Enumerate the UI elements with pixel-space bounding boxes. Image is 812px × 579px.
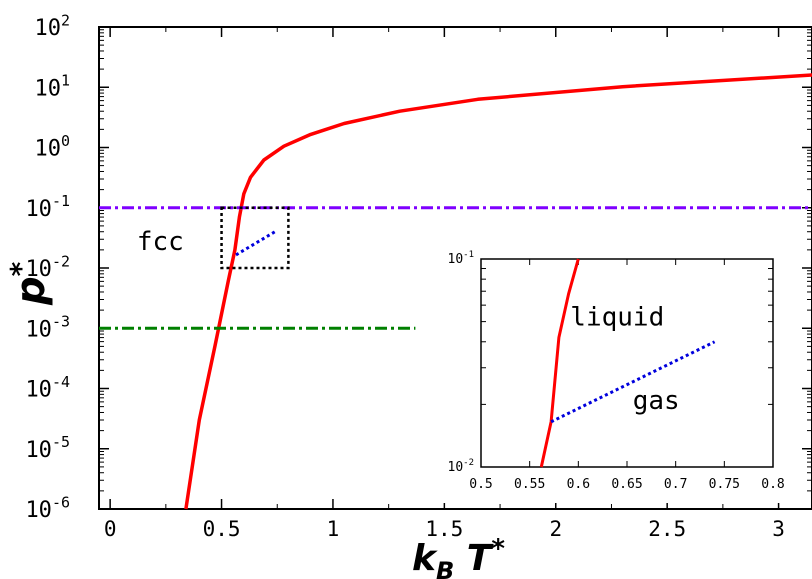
y-tick-label-base: 10: [25, 498, 52, 523]
inset-annotation-gas: gas: [633, 386, 680, 416]
y-tick-label-exponent: 2: [61, 11, 70, 29]
inset-annotation-liquid: liquid: [570, 302, 664, 332]
x-tick-label: 3: [772, 517, 785, 541]
y-axis-label-main: p: [8, 276, 54, 306]
y-tick-label-base: 10: [34, 16, 61, 41]
y-tick-label-exponent: -6: [52, 493, 70, 511]
y-tick-label: 101: [34, 72, 70, 102]
inset-series-line-0: [539, 258, 580, 468]
y-tick-label: 10-3: [25, 313, 70, 343]
y-tick-label-base: 10: [25, 438, 52, 463]
x-axis-label: kB T*: [412, 534, 505, 579]
inset-plot: 10-110-20.5 0.55 0.6 0.65 0.7 0.75 0.8liquidga…: [441, 247, 793, 503]
y-tick-label: 10-6: [25, 493, 70, 523]
y-tick-label-base: 10: [34, 76, 61, 101]
y-tick-label-base: 10: [25, 378, 52, 403]
y-axis-label: p*: [4, 261, 54, 306]
x-tick-label: 1: [327, 517, 340, 541]
inset-x-tick-label: 0.65: [611, 477, 642, 492]
y-tick-label: 10-4: [25, 373, 70, 403]
x-tick-label: 1.5: [425, 517, 463, 541]
inset-y-tick-label: 10-1: [448, 250, 475, 267]
y-tick-label-base: 10: [25, 317, 52, 342]
x-axis-label-superscript: *: [491, 534, 505, 564]
y-tick-label-exponent: -5: [52, 433, 70, 451]
y-tick-label: 10-1: [25, 192, 70, 222]
y-tick-label-exponent: 0: [61, 132, 70, 150]
inset-y-tick-label-exponent: -1: [463, 250, 474, 260]
annotation-fcc: fcc: [137, 227, 184, 257]
series-line-0: [184, 73, 812, 510]
y-tick-label-base: 10: [34, 137, 61, 162]
inset-y-tick-label: 10-2: [448, 458, 475, 475]
inset-x-tick-label: 0.5: [469, 477, 492, 492]
inset-x-tick-label: 0.55: [514, 477, 545, 492]
inset-x-tick-label: 0.8: [761, 477, 784, 492]
y-tick-label-exponent: -3: [52, 313, 70, 331]
x-tick-label: 0.5: [203, 517, 241, 541]
y-tick-label: 100: [34, 132, 70, 162]
y-tick-label: 102: [34, 11, 70, 41]
inset-x-tick-label: 0.6: [567, 477, 590, 492]
y-tick-label-exponent: 1: [61, 72, 70, 90]
inset-series-line-1: [550, 340, 716, 424]
inset-y-tick-label-base: 10: [448, 460, 464, 475]
inset-background: [441, 247, 793, 503]
x-tick-label: 2: [549, 517, 562, 541]
y-tick-label: 10-2: [25, 252, 70, 282]
y-tick-label-exponent: -1: [52, 192, 70, 210]
x-tick-label: 2.5: [648, 517, 686, 541]
y-tick-label: 10-5: [25, 433, 70, 463]
x-axis-label-subscript: B: [436, 557, 454, 579]
y-tick-label-exponent: -4: [52, 373, 70, 391]
x-tick-label: 0: [104, 517, 117, 541]
inset-y-tick-label-base: 10: [448, 252, 464, 267]
y-tick-label-exponent: -2: [52, 252, 70, 270]
x-axis-label-rest: T: [454, 538, 494, 579]
x-axis-label-main: k: [412, 538, 438, 579]
series-line-1: [235, 230, 276, 257]
y-axis-label-superscript: *: [4, 261, 37, 276]
inset-x-tick-label: 0.75: [709, 477, 740, 492]
y-tick-label-base: 10: [25, 257, 52, 282]
inset-y-tick-label-exponent: -2: [463, 458, 474, 468]
inset-x-tick-label: 0.7: [664, 477, 687, 492]
y-tick-label-base: 10: [25, 197, 52, 222]
zoom-box: [220, 206, 290, 270]
